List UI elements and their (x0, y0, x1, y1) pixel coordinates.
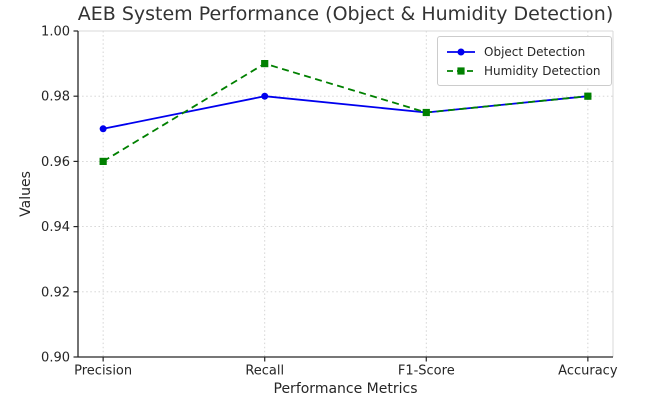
y-axis-label: Values (18, 171, 34, 217)
x-tick-label: Precision (74, 364, 132, 379)
tick-marks (73, 30, 589, 362)
legend: Object Detection Humidity Detection (437, 36, 612, 86)
data-point-marker (99, 157, 107, 165)
object-detection-line-icon (447, 48, 475, 55)
x-axis-label: Performance Metrics (273, 381, 418, 397)
object-detection-line (102, 95, 588, 130)
x-tick-label: Recall (245, 364, 284, 379)
x-tick-label: F1-Score (398, 364, 455, 379)
humidity-detection-line-icon (447, 66, 475, 75)
y-tick-label: 0.98 (41, 90, 70, 105)
y-tick-label: 0.94 (41, 220, 70, 235)
legend-item-object-detection: Object Detection (445, 42, 601, 61)
x-tick-label: Accuracy (558, 364, 618, 379)
chart-title: AEB System Performance (Object & Humidit… (77, 3, 614, 25)
series-humidity-detection (99, 60, 592, 165)
y-tick-label: 0.90 (41, 351, 70, 366)
data-point-marker (422, 108, 430, 117)
data-point-marker (584, 92, 592, 100)
humidity-detection-line (102, 62, 588, 163)
y-tick-label: 0.92 (41, 285, 70, 300)
data-point-marker (261, 92, 269, 100)
series-object-detection (99, 92, 592, 133)
y-tick-label: 1.00 (41, 25, 70, 40)
data-point-marker (99, 125, 107, 133)
y-tick-label: 0.96 (41, 155, 70, 170)
legend-label: Object Detection (484, 44, 586, 59)
data-point-marker (261, 60, 269, 68)
legend-label: Humidity Detection (484, 63, 601, 78)
legend-item-humidity-detection: Humidity Detection (445, 61, 601, 80)
